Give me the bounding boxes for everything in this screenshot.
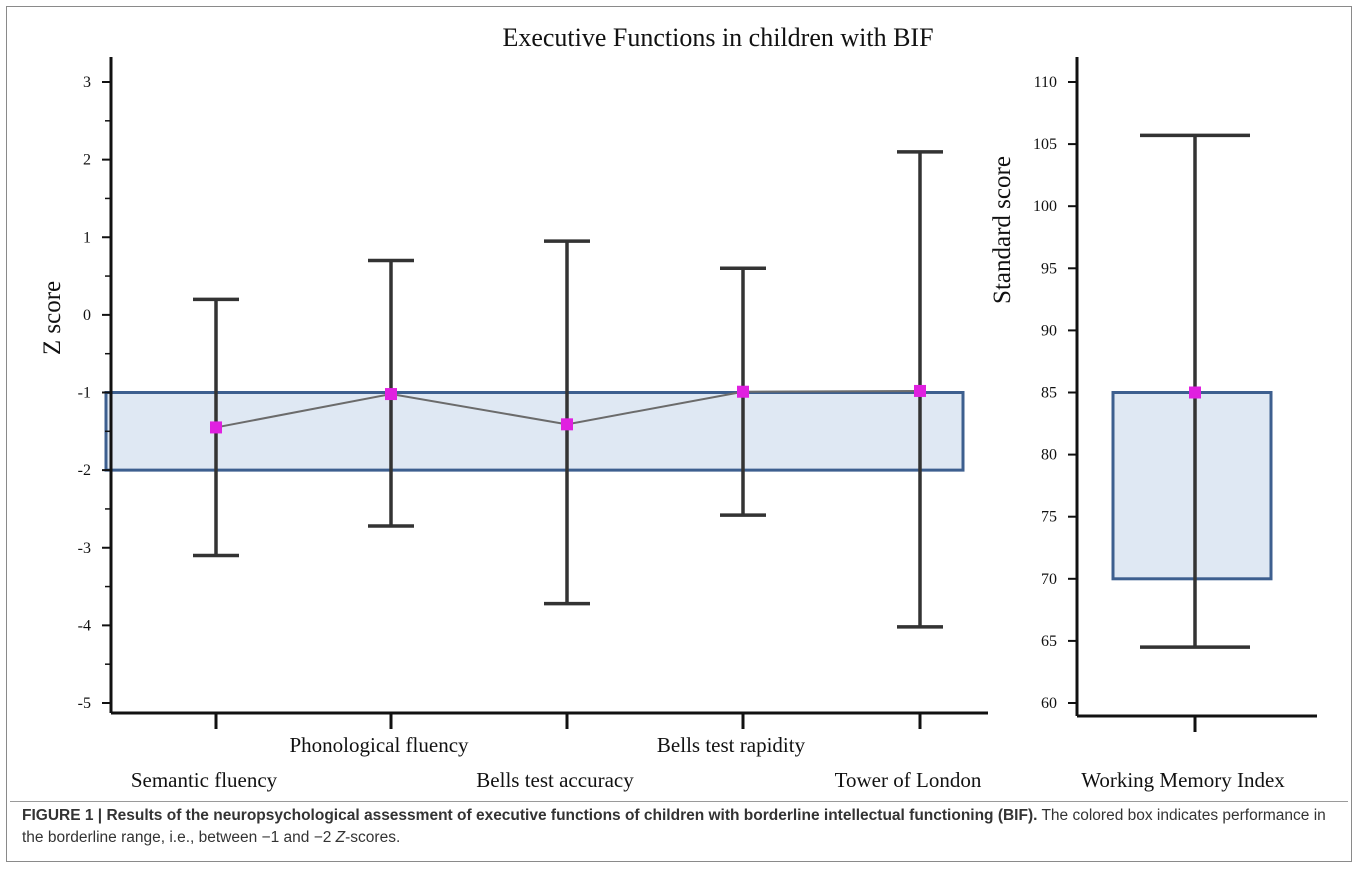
- y-tick-label: 60: [1041, 695, 1057, 712]
- caption-bold-text: Results of the neuropsychological assess…: [106, 807, 1038, 824]
- caption-z-italic: Z: [335, 829, 346, 846]
- caption-text-part1: The colored box indicates performance in…: [22, 807, 1326, 846]
- caption-text-part2: -scores.: [345, 829, 401, 846]
- y-tick-label: 1: [83, 229, 91, 246]
- y-tick-label: 80: [1041, 447, 1057, 464]
- y-tick-label: 0: [83, 307, 91, 324]
- y-tick-label: 95: [1041, 260, 1057, 277]
- standard-score-panel: 110 105 100 95 90 85 80 75 70 65 60 Standard score W…: [989, 57, 1317, 792]
- borderline-band: [104, 391, 965, 472]
- caption-divider: [10, 801, 1348, 802]
- y-tick-label: 65: [1041, 633, 1057, 650]
- y-tick-label: 105: [1033, 136, 1057, 153]
- x-tick-label-working-memory-index: Working Memory Index: [1081, 768, 1285, 792]
- y-tick-label: 85: [1041, 385, 1057, 402]
- mean-marker-phonological-fluency: [385, 388, 397, 401]
- x-tick-label-phonological-fluency: Phonological fluency: [289, 733, 469, 757]
- x-tick-label-bells-test-accuracy: Bells test accuracy: [476, 768, 634, 792]
- mean-marker-working-memory-index: [1189, 386, 1201, 399]
- y-tick-label: 3: [83, 74, 91, 91]
- caption-figure-label: FIGURE 1 |: [22, 807, 107, 824]
- x-tick-label-tower-of-london: Tower of London: [835, 768, 982, 792]
- y-tick-label: -4: [78, 617, 91, 634]
- y-axis-label: Standard score: [989, 156, 1016, 304]
- y-axis-label: Z score: [39, 281, 66, 355]
- mean-marker-bells-test-accuracy: [561, 418, 573, 431]
- y-tick-label: -3: [78, 540, 91, 557]
- y-tick-label: -1: [78, 385, 91, 402]
- y-tick-label: -5: [78, 695, 91, 712]
- y-tick-label: 100: [1033, 198, 1057, 215]
- mean-marker-tower-of-london: [914, 384, 926, 397]
- chart-title: Executive Functions in children with BIF: [502, 23, 933, 52]
- y-tick-label: 75: [1041, 509, 1057, 526]
- mean-marker-semantic-fluency: [210, 421, 222, 434]
- borderline-band: [1111, 391, 1273, 581]
- x-tick-label-semantic-fluency: Semantic fluency: [131, 768, 278, 792]
- mean-marker-bells-test-rapidity: [737, 385, 749, 398]
- figure-caption: FIGURE 1 | Results of the neuropsycholog…: [22, 805, 1342, 849]
- y-tick-label: -2: [78, 462, 91, 479]
- chart-canvas: Executive Functions in children with BIF…: [39, 23, 1317, 792]
- x-tick-label-bells-test-rapidity: Bells test rapidity: [657, 733, 806, 757]
- y-tick-label: 2: [83, 152, 91, 169]
- y-tick-label: 70: [1041, 571, 1057, 588]
- z-score-panel: 3 2 1 0 -1 -2 -3 -4 -5 Z score Semantic fluency Pho…: [39, 57, 988, 792]
- y-tick-label: 110: [1034, 74, 1057, 91]
- y-tick-label: 90: [1041, 322, 1057, 339]
